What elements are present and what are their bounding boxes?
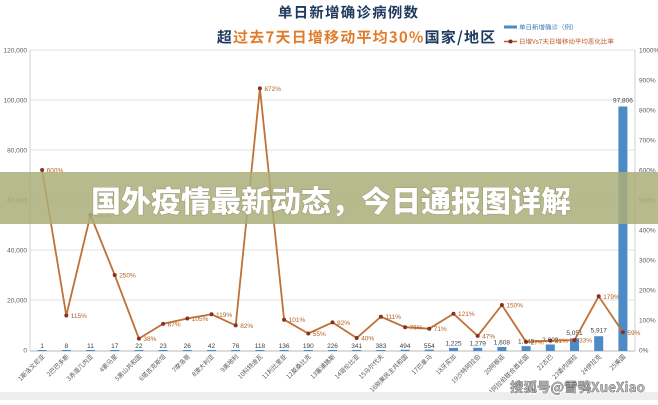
svg-text:900%: 900%: [639, 77, 656, 84]
svg-text:226: 226: [327, 343, 338, 350]
svg-text:1000%: 1000%: [639, 47, 658, 54]
svg-text:1,608: 1,608: [494, 340, 511, 347]
svg-text:1,225: 1,225: [445, 340, 462, 347]
svg-text:71%: 71%: [434, 326, 447, 333]
svg-text:383: 383: [375, 343, 386, 350]
svg-text:80,000: 80,000: [7, 147, 27, 154]
svg-text:55%: 55%: [313, 331, 326, 338]
svg-text:400%: 400%: [639, 227, 656, 234]
svg-text:40,000: 40,000: [7, 247, 27, 254]
svg-text:300%: 300%: [639, 257, 656, 264]
svg-text:97,806: 97,806: [613, 98, 633, 105]
svg-text:33%: 33%: [579, 338, 592, 345]
svg-text:17: 17: [111, 343, 119, 350]
svg-text:31%: 31%: [555, 338, 568, 345]
svg-text:5,051: 5,051: [566, 330, 583, 337]
svg-text:200%: 200%: [639, 287, 656, 294]
svg-text:872%: 872%: [264, 86, 281, 93]
svg-text:111%: 111%: [385, 314, 401, 321]
svg-text:494: 494: [400, 343, 411, 350]
svg-text:92%: 92%: [337, 320, 350, 327]
svg-text:118: 118: [255, 343, 266, 350]
svg-text:121%: 121%: [458, 311, 475, 318]
svg-text:22: 22: [135, 343, 143, 350]
svg-text:27%: 27%: [531, 339, 544, 346]
svg-text:190: 190: [303, 343, 314, 350]
svg-text:179%: 179%: [603, 294, 620, 301]
svg-text:38%: 38%: [143, 336, 156, 343]
svg-text:115%: 115%: [71, 313, 87, 320]
svg-text:700%: 700%: [639, 137, 656, 144]
svg-text:47%: 47%: [482, 333, 495, 340]
svg-text:59%: 59%: [627, 330, 640, 337]
svg-text:0: 0: [23, 347, 27, 354]
svg-text:119%: 119%: [216, 312, 232, 319]
svg-text:76: 76: [232, 343, 240, 350]
svg-text:150%: 150%: [506, 303, 523, 310]
svg-text:8: 8: [64, 343, 68, 350]
svg-text:23: 23: [159, 343, 167, 350]
svg-text:101%: 101%: [289, 317, 306, 324]
svg-text:76%: 76%: [410, 325, 423, 332]
svg-text:0%: 0%: [639, 347, 649, 354]
svg-text:800%: 800%: [639, 107, 656, 114]
svg-text:42: 42: [208, 343, 216, 350]
svg-text:100%: 100%: [639, 317, 656, 324]
svg-text:11: 11: [87, 343, 94, 350]
svg-text:554: 554: [424, 343, 435, 350]
svg-text:20,000: 20,000: [7, 297, 27, 304]
svg-text:100,000: 100,000: [4, 97, 28, 104]
svg-text:40%: 40%: [361, 336, 374, 343]
svg-text:1: 1: [40, 343, 44, 350]
svg-text:26: 26: [184, 343, 192, 350]
svg-text:82%: 82%: [240, 323, 253, 330]
svg-text:341: 341: [351, 343, 362, 350]
svg-text:105%: 105%: [192, 316, 209, 323]
svg-text:250%: 250%: [119, 273, 136, 280]
svg-text:136: 136: [279, 343, 290, 350]
svg-text:600%: 600%: [639, 167, 656, 174]
svg-text:87%: 87%: [168, 321, 181, 328]
svg-text:5,917: 5,917: [591, 328, 608, 335]
svg-text:1,279: 1,279: [470, 340, 487, 347]
svg-text:120,000: 120,000: [4, 47, 28, 54]
svg-text:600%: 600%: [47, 168, 64, 175]
